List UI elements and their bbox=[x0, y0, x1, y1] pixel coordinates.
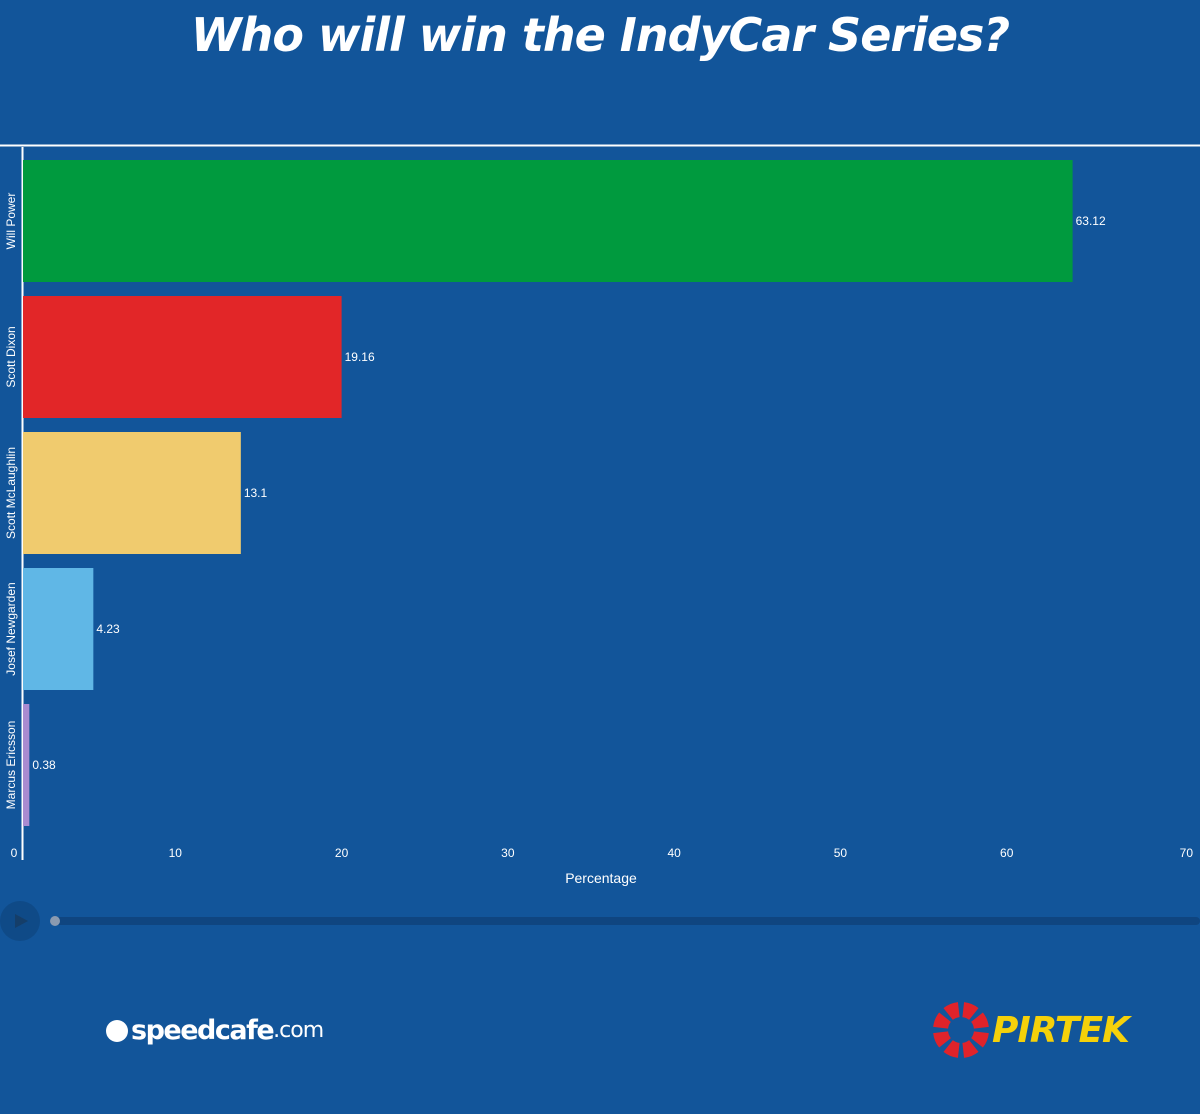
x-tick-label: 0 bbox=[11, 846, 18, 860]
speedcafe-logo-word: speedcafe bbox=[131, 1014, 275, 1046]
bar bbox=[23, 296, 342, 418]
speedcafe-logo-tld: .com bbox=[273, 1017, 324, 1043]
pirtek-wheel-segment bbox=[962, 1002, 979, 1020]
value-label: 0.38 bbox=[32, 758, 56, 772]
x-tick-label: 60 bbox=[1000, 846, 1014, 860]
value-label: 13.1 bbox=[244, 486, 268, 500]
bar bbox=[23, 568, 94, 690]
x-tick-label: 40 bbox=[667, 846, 681, 860]
chart-title: Who will win the IndyCar Series? bbox=[190, 8, 1010, 62]
x-tick-label: 50 bbox=[834, 846, 848, 860]
timeline-slider[interactable] bbox=[50, 917, 1200, 925]
speedcafe-dot-icon bbox=[106, 1020, 128, 1042]
category-label: Scott Dixon bbox=[4, 326, 18, 387]
x-tick-label: 30 bbox=[501, 846, 515, 860]
pirtek-wheel-icon bbox=[933, 1002, 989, 1058]
category-label: Will Power bbox=[4, 193, 18, 250]
value-label: 4.23 bbox=[96, 622, 120, 636]
category-label: Marcus Ericsson bbox=[4, 721, 18, 810]
speedcafe-logo: speedcafe .com bbox=[106, 1010, 324, 1050]
bar bbox=[23, 432, 241, 554]
value-label: 19.16 bbox=[345, 350, 375, 364]
pirtek-wheel-segment bbox=[943, 1002, 960, 1020]
animation-player bbox=[0, 900, 1200, 942]
x-axis-title: Percentage bbox=[565, 870, 637, 886]
category-label: Scott McLaughlin bbox=[4, 447, 18, 539]
pirtek-wheel-segment bbox=[962, 1040, 979, 1058]
bar-chart: Will Power Scott Dixon Scott McLaughlin Jos… bbox=[0, 144, 1200, 886]
x-tick-label: 20 bbox=[335, 846, 349, 860]
bar bbox=[23, 160, 1073, 282]
play-button[interactable] bbox=[0, 901, 40, 941]
pirtek-logo: PIRTEK bbox=[932, 1000, 1130, 1060]
bar bbox=[23, 704, 30, 826]
pirtek-wheel-segment bbox=[971, 1012, 989, 1029]
category-label: Josef Newgarden bbox=[4, 582, 18, 675]
x-tick-label: 10 bbox=[169, 846, 183, 860]
pirtek-wheel-segment bbox=[971, 1031, 989, 1048]
value-label: 63.12 bbox=[1076, 214, 1106, 228]
pirtek-wheel-segment bbox=[933, 1031, 951, 1048]
timeline-handle[interactable] bbox=[50, 916, 60, 926]
play-icon bbox=[15, 914, 28, 928]
pirtek-wheel-segment bbox=[943, 1040, 960, 1058]
x-tick-label: 70 bbox=[1180, 846, 1194, 860]
pirtek-logo-word: PIRTEK bbox=[992, 1009, 1130, 1051]
pirtek-wheel-segment bbox=[933, 1012, 951, 1029]
